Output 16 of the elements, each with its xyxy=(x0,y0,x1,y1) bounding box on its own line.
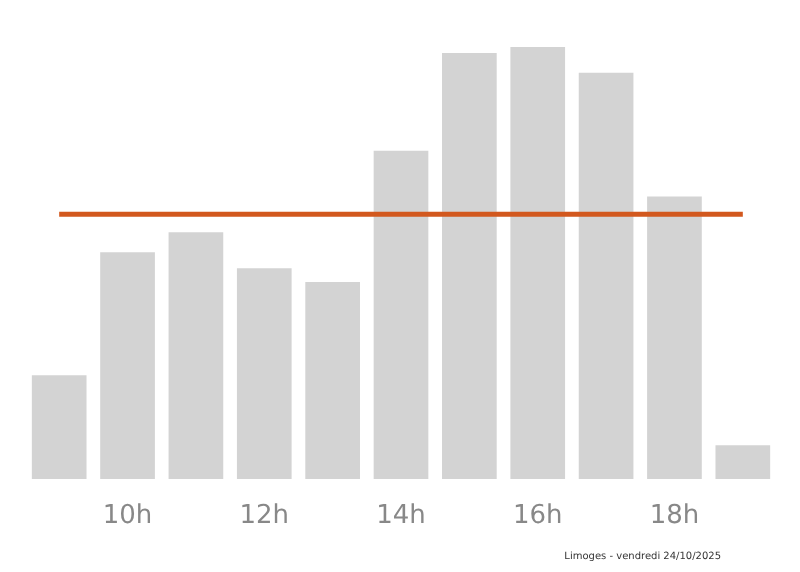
bar xyxy=(510,46,566,479)
x-tick-label: 18h xyxy=(649,501,700,531)
bar xyxy=(100,252,155,479)
bar xyxy=(442,52,497,479)
bar xyxy=(647,196,702,479)
bar xyxy=(31,375,87,479)
bar xyxy=(578,72,634,479)
x-tick-label: 14h xyxy=(376,501,426,531)
x-tick-label: 12h xyxy=(239,501,290,531)
bar xyxy=(168,232,224,479)
bar xyxy=(373,150,429,479)
bar xyxy=(715,445,771,479)
x-tick-label: 16h xyxy=(512,501,563,531)
bar xyxy=(236,268,292,479)
x-tick-label: 10h xyxy=(102,501,153,531)
bar xyxy=(305,281,360,479)
